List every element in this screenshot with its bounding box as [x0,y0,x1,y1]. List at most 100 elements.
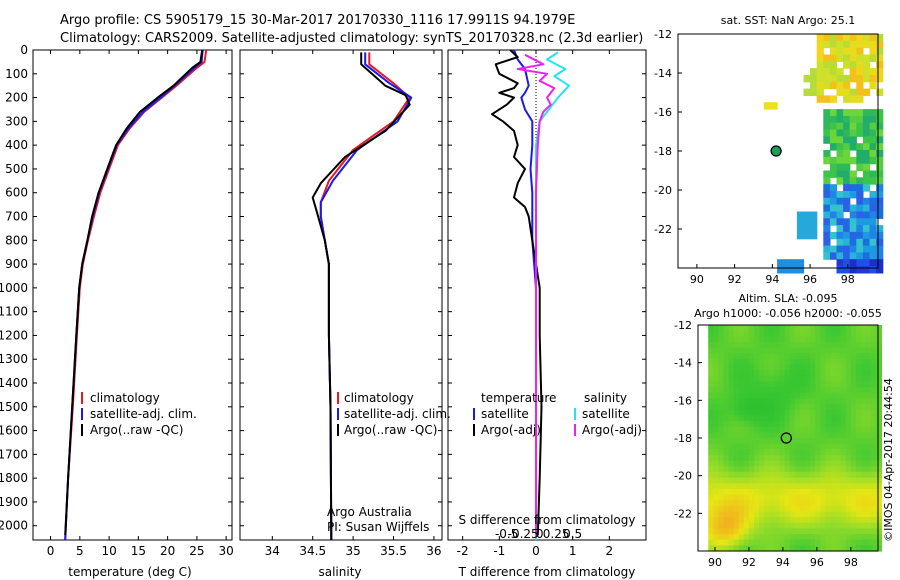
lat-tick-label: -12 [674,319,692,332]
sla-cell [825,342,832,349]
sst-cell [862,136,871,144]
sla-cell [723,342,730,349]
sla-cell [845,432,852,439]
sst-cell [862,150,871,158]
sla-cell [789,381,796,388]
depth-tick-label: 600 [5,186,28,200]
sla-cell [728,421,735,428]
sla-cell [855,342,862,349]
sla-cell [764,488,770,496]
sla-cell [759,455,765,462]
sla-cell [810,353,816,360]
sst-cell [836,252,844,260]
sla-cell [815,325,821,332]
sla-cell [799,438,806,445]
sla-cell [805,381,811,388]
sst-cell [823,74,831,83]
sla-cell [840,528,847,535]
sla-cell [799,443,806,450]
sst-cell [836,245,844,253]
sla-cell [866,534,872,541]
sla-cell [779,426,786,433]
sla-cell [754,534,760,541]
sst-cell [862,54,871,62]
sla-cell [723,336,730,343]
sla-cell [861,477,867,484]
sla-cell [743,364,750,371]
sla-cell [789,342,796,349]
sla-cell [748,545,755,552]
sla-cell [754,494,760,501]
sla-cell [820,387,826,394]
sla-cell [784,330,791,337]
sst-cell [869,54,877,62]
sst-cell [849,74,857,83]
sla-cell [738,449,745,456]
sst-cell [862,177,871,185]
sst-cell [856,259,864,267]
sla-cell [840,370,847,377]
sla-cell [748,426,755,433]
sla-cell [754,471,760,479]
sla-cell [810,336,816,343]
sst-cell [790,259,798,267]
sla-cell [738,342,745,349]
sla-cell [815,370,821,377]
sst-cell [869,245,877,253]
sst-cell [876,231,884,240]
sst-cell [836,81,844,90]
sla-cell [855,449,862,456]
sla-cell [779,353,786,360]
sla-cell [861,347,867,354]
sla-cell [764,330,770,337]
sla-cell [815,364,821,371]
sla-cell [861,511,867,518]
top-tick-label: -0.25 [508,527,539,541]
sla-cell [769,505,775,512]
sla-cell [820,375,826,383]
sla-cell [794,500,801,507]
sla-cell [825,539,832,546]
sst-cell [876,115,884,124]
sla-cell [815,455,821,462]
sst-cell [856,204,864,212]
sla-cell [866,488,872,496]
sla-cell [799,505,806,512]
sst-cell [856,225,864,233]
depth-tick-label: 0 [20,43,28,57]
sla-cell [738,426,745,433]
sla-cell [764,438,770,445]
sla-cell [805,522,811,529]
sla-cell [845,483,852,490]
sla-cell [728,381,735,388]
sla-cell [748,392,755,399]
sla-cell [850,517,857,524]
depth-tick-label: 1100 [0,305,28,319]
sla-cell [805,370,811,377]
sla-cell [718,505,725,512]
sla-cell [830,364,837,371]
sla-cell [759,364,765,371]
sla-cell [861,364,867,371]
sla-cell [764,505,770,512]
sla-cell [769,432,775,439]
sla-cell [779,330,786,337]
sla-cell [748,534,755,541]
sla-cell [764,522,770,529]
sla-cell [810,392,816,399]
sla-cell [789,545,796,552]
sla-cell [718,342,725,349]
sla-cell [815,500,821,507]
sst-cell [869,40,877,49]
sla-cell [718,455,725,462]
sst-cell [876,68,884,76]
sla-cell [845,471,852,479]
sla-cell [713,511,719,518]
sla-cell [855,494,862,501]
sla-cell [733,404,740,411]
sst-cell [856,54,864,62]
sla-cell [708,381,714,388]
sla-cell [871,539,877,546]
sla-cell [713,443,719,450]
sla-cell [825,460,832,467]
